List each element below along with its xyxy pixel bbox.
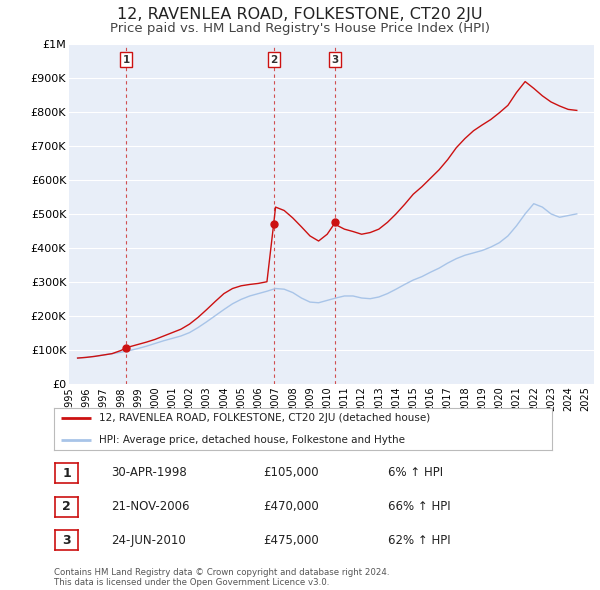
Text: £475,000: £475,000 [263, 533, 319, 547]
Text: 12, RAVENLEA ROAD, FOLKESTONE, CT20 2JU: 12, RAVENLEA ROAD, FOLKESTONE, CT20 2JU [117, 7, 483, 22]
Text: 1: 1 [122, 54, 130, 64]
Text: 3: 3 [332, 54, 339, 64]
Text: 21-NOV-2006: 21-NOV-2006 [111, 500, 190, 513]
Text: 24-JUN-2010: 24-JUN-2010 [111, 533, 186, 547]
Text: 66% ↑ HPI: 66% ↑ HPI [388, 500, 450, 513]
Text: 3: 3 [62, 534, 71, 547]
Text: 2: 2 [62, 500, 71, 513]
Text: Price paid vs. HM Land Registry's House Price Index (HPI): Price paid vs. HM Land Registry's House … [110, 22, 490, 35]
Text: 62% ↑ HPI: 62% ↑ HPI [388, 533, 450, 547]
Text: £470,000: £470,000 [263, 500, 319, 513]
Text: 2: 2 [270, 54, 277, 64]
Text: £105,000: £105,000 [263, 466, 319, 480]
Text: 1: 1 [62, 467, 71, 480]
Text: 12, RAVENLEA ROAD, FOLKESTONE, CT20 2JU (detached house): 12, RAVENLEA ROAD, FOLKESTONE, CT20 2JU … [99, 414, 430, 423]
Text: Contains HM Land Registry data © Crown copyright and database right 2024.
This d: Contains HM Land Registry data © Crown c… [54, 568, 389, 587]
Text: HPI: Average price, detached house, Folkestone and Hythe: HPI: Average price, detached house, Folk… [99, 435, 405, 444]
Text: 6% ↑ HPI: 6% ↑ HPI [388, 466, 443, 480]
Text: 30-APR-1998: 30-APR-1998 [111, 466, 187, 480]
